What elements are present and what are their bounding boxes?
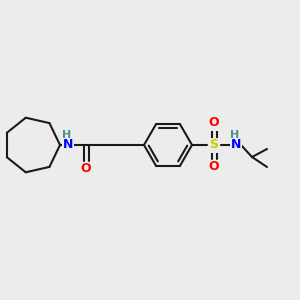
Text: O: O [209, 160, 219, 173]
Text: S: S [209, 139, 218, 152]
Text: N: N [63, 139, 73, 152]
Text: N: N [231, 139, 241, 152]
Text: H: H [230, 130, 240, 140]
Text: H: H [62, 130, 72, 140]
Text: O: O [209, 116, 219, 130]
Text: O: O [81, 163, 91, 176]
